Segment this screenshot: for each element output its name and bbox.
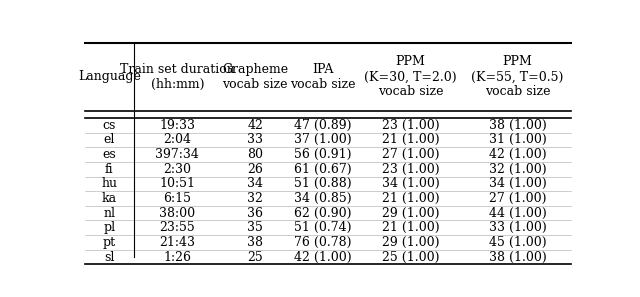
Text: 62 (0.90): 62 (0.90) <box>294 207 352 219</box>
Text: 35: 35 <box>247 221 263 234</box>
Text: 10:51: 10:51 <box>159 177 195 190</box>
Text: 34 (0.85): 34 (0.85) <box>294 192 352 205</box>
Text: 21:43: 21:43 <box>159 236 195 249</box>
Text: Language: Language <box>78 70 141 83</box>
Text: 42 (1.00): 42 (1.00) <box>489 148 547 161</box>
Text: 29 (1.00): 29 (1.00) <box>382 207 440 219</box>
Text: 32: 32 <box>247 192 263 205</box>
Text: 37 (1.00): 37 (1.00) <box>294 133 352 146</box>
Text: 21 (1.00): 21 (1.00) <box>382 133 440 146</box>
Text: 61 (0.67): 61 (0.67) <box>294 163 352 176</box>
Text: 56 (0.91): 56 (0.91) <box>294 148 352 161</box>
Text: pt: pt <box>102 236 116 249</box>
Text: Grapheme
vocab size: Grapheme vocab size <box>222 63 288 91</box>
Text: 36: 36 <box>247 207 263 219</box>
Text: pl: pl <box>103 221 115 234</box>
Text: 397:34: 397:34 <box>156 148 199 161</box>
Text: PPM
(K=55, T=0.5)
vocab size: PPM (K=55, T=0.5) vocab size <box>472 55 564 98</box>
Text: 25 (1.00): 25 (1.00) <box>382 250 440 263</box>
Text: fi: fi <box>105 163 113 176</box>
Text: 23 (1.00): 23 (1.00) <box>382 119 440 132</box>
Text: 34 (1.00): 34 (1.00) <box>489 177 547 190</box>
Text: 31 (1.00): 31 (1.00) <box>489 133 547 146</box>
Text: nl: nl <box>103 207 115 219</box>
Text: 38:00: 38:00 <box>159 207 195 219</box>
Text: ka: ka <box>102 192 117 205</box>
Text: 80: 80 <box>247 148 263 161</box>
Text: 38: 38 <box>247 236 263 249</box>
Text: hu: hu <box>101 177 117 190</box>
Text: 26: 26 <box>247 163 263 176</box>
Text: 45 (1.00): 45 (1.00) <box>489 236 547 249</box>
Text: cs: cs <box>102 119 116 132</box>
Text: 33 (1.00): 33 (1.00) <box>489 221 547 234</box>
Text: es: es <box>102 148 116 161</box>
Text: 38 (1.00): 38 (1.00) <box>489 250 547 263</box>
Text: sl: sl <box>104 250 115 263</box>
Text: 34: 34 <box>247 177 263 190</box>
Text: PPM
(K=30, T=2.0)
vocab size: PPM (K=30, T=2.0) vocab size <box>364 55 457 98</box>
Text: 44 (1.00): 44 (1.00) <box>489 207 547 219</box>
Text: 1:26: 1:26 <box>163 250 191 263</box>
Text: 25: 25 <box>247 250 263 263</box>
Text: 6:15: 6:15 <box>163 192 191 205</box>
Text: 23 (1.00): 23 (1.00) <box>382 163 440 176</box>
Text: 76 (0.78): 76 (0.78) <box>294 236 352 249</box>
Text: 2:04: 2:04 <box>163 133 191 146</box>
Text: 29 (1.00): 29 (1.00) <box>382 236 440 249</box>
Text: 2:30: 2:30 <box>163 163 191 176</box>
Text: 21 (1.00): 21 (1.00) <box>382 192 440 205</box>
Text: 47 (0.89): 47 (0.89) <box>294 119 352 132</box>
Text: 42: 42 <box>247 119 263 132</box>
Text: 33: 33 <box>247 133 263 146</box>
Text: el: el <box>104 133 115 146</box>
Text: 34 (1.00): 34 (1.00) <box>381 177 440 190</box>
Text: 38 (1.00): 38 (1.00) <box>489 119 547 132</box>
Text: 51 (0.88): 51 (0.88) <box>294 177 352 190</box>
Text: 32 (1.00): 32 (1.00) <box>489 163 547 176</box>
Text: 27 (1.00): 27 (1.00) <box>382 148 440 161</box>
Text: IPA
vocab size: IPA vocab size <box>291 63 356 91</box>
Text: 51 (0.74): 51 (0.74) <box>294 221 352 234</box>
Text: 21 (1.00): 21 (1.00) <box>382 221 440 234</box>
Text: 19:33: 19:33 <box>159 119 195 132</box>
Text: Train set duration
(hh:mm): Train set duration (hh:mm) <box>120 63 235 91</box>
Text: 27 (1.00): 27 (1.00) <box>489 192 547 205</box>
Text: 23:55: 23:55 <box>159 221 195 234</box>
Text: 42 (1.00): 42 (1.00) <box>294 250 352 263</box>
